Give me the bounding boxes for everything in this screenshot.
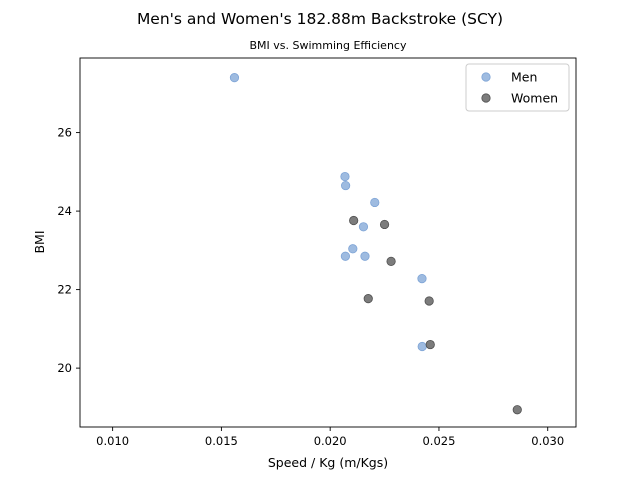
data-point bbox=[386, 256, 396, 266]
data-point bbox=[340, 171, 350, 182]
data-point bbox=[363, 294, 373, 304]
x-tick-label: 0.010 bbox=[96, 434, 129, 448]
data-point bbox=[417, 274, 427, 284]
x-tick-label: 0.020 bbox=[314, 434, 347, 448]
chart-title: Men's and Women's 182.88m Backstroke (SC… bbox=[137, 10, 503, 28]
data-point bbox=[348, 244, 358, 254]
series-men bbox=[229, 73, 427, 352]
data-point bbox=[358, 222, 369, 232]
legend-box bbox=[465, 63, 570, 112]
x-tick-label: 0.015 bbox=[205, 434, 238, 448]
data-point bbox=[512, 405, 522, 415]
data-point bbox=[425, 339, 435, 350]
legend-marker bbox=[481, 93, 491, 103]
y-axis-label: BMI bbox=[32, 230, 47, 253]
y-tick-label: 26 bbox=[57, 126, 72, 140]
data-point bbox=[340, 251, 351, 261]
data-point bbox=[341, 180, 351, 191]
data-point bbox=[229, 73, 240, 83]
legend: Men Women bbox=[465, 63, 570, 112]
y-tick-label: 20 bbox=[57, 361, 72, 375]
x-tick-label: 0.025 bbox=[422, 434, 455, 448]
x-axis-label: Speed / Kg (m/Kgs) bbox=[268, 455, 388, 470]
x-tick-label: 0.030 bbox=[531, 434, 564, 448]
data-point bbox=[360, 251, 370, 261]
data-point bbox=[424, 296, 434, 306]
y-tick-label: 22 bbox=[57, 283, 72, 297]
data-point bbox=[370, 197, 380, 208]
legend-label: Women bbox=[511, 91, 558, 106]
series-women bbox=[349, 215, 522, 415]
legend-label: Men bbox=[511, 70, 537, 85]
axes-frame bbox=[79, 57, 577, 428]
y-tick-label: 24 bbox=[57, 204, 72, 218]
data-point bbox=[349, 215, 359, 226]
chart-subtitle: BMI vs. Swimming Efficiency bbox=[250, 39, 407, 52]
legend-marker bbox=[481, 72, 491, 82]
data-point bbox=[417, 341, 427, 352]
plot-area: 0.010 0.015 0.020 0.025 0.030 20 22 24 26 bbox=[57, 57, 577, 448]
data-point bbox=[379, 219, 390, 230]
